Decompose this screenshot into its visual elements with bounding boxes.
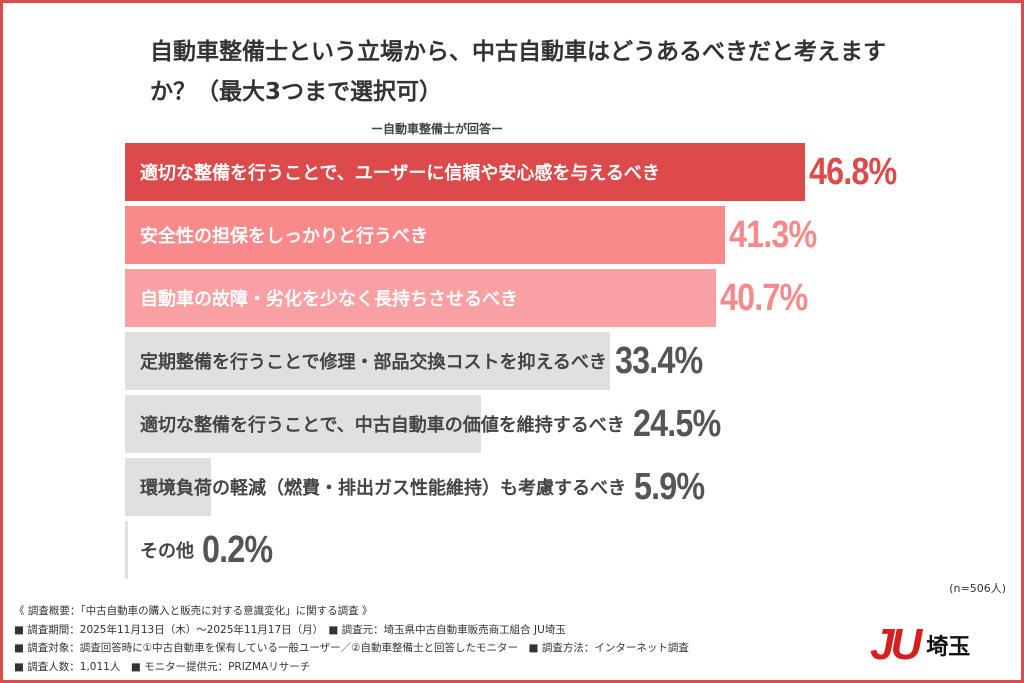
bar-label-box: 環境負荷の軽減（燃費・排出ガス性能維持）も考慮するべき xyxy=(125,458,630,516)
chart-title: 自動車整備士という立場から、中古自動車はどうあるべきだと考えますか？（最大3つま… xyxy=(150,39,886,105)
bar xyxy=(125,458,211,516)
chart-subtitle: ー自動車整備士が回答ー xyxy=(370,122,503,136)
note-line: ■ 調査対象：調査回答時に①中古自動車を保有している一般ユーザー／②自動車整備士… xyxy=(14,642,689,654)
sample-size: (n=506人) xyxy=(949,582,1006,595)
bar-row: 安全性の担保をしっかりと行うべき 41.3% xyxy=(125,206,1005,264)
bar-row: 自動車の故障・劣化を少なく長持ちさせるべき 40.7% xyxy=(125,269,1005,327)
bar xyxy=(125,332,611,390)
value-label: 41.3% xyxy=(729,213,817,256)
bar-label-box: 適切な整備を行うことで、中古自動車の価値を維持するべき xyxy=(125,395,629,453)
note-line: ■ 調査期間：2025年11月13日（木）～2025年11月17日（月） ■ 調… xyxy=(14,623,566,636)
bar-chart: 適切な整備を行うことで、ユーザーに信頼や安心感を与えるべき 46.8% 安全性の担保… xyxy=(125,143,1005,584)
survey-notes: 《 調査概要：「中古自動車の購入と販売に対する意識変化」に関する調査 》 ■ 調… xyxy=(14,602,689,676)
value-label: 46.8% xyxy=(809,150,897,193)
category-label: 環境負荷の軽減（燃費・排出ガス性能維持）も考慮するべき xyxy=(140,478,626,499)
category-label: 定期整備を行うことで修理・部品交換コストを抑えるべき xyxy=(140,352,607,373)
logo-mark: JU xyxy=(870,620,922,669)
bar-label-box: 自動車の故障・劣化を少なく長持ちさせるべき xyxy=(125,269,716,327)
bar-row: 定期整備を行うことで修理・部品交換コストを抑えるべき 33.4% xyxy=(125,332,1005,390)
bar xyxy=(125,143,805,201)
bar xyxy=(125,206,726,264)
category-label: 適切な整備を行うことで、ユーザーに信頼や安心感を与えるべき xyxy=(140,163,660,184)
bar xyxy=(125,521,128,579)
bar xyxy=(125,395,481,453)
bar-label-box: 安全性の担保をしっかりと行うべき xyxy=(125,206,725,264)
bar-label-box: 定期整備を行うことで修理・部品交換コストを抑えるべき xyxy=(125,332,611,390)
bar-row: 適切な整備を行うことで、中古自動車の価値を維持するべき 24.5% xyxy=(125,395,1005,453)
bar-label-box: 適切な整備を行うことで、ユーザーに信頼や安心感を与えるべき xyxy=(125,143,805,201)
category-label: 適切な整備を行うことで、中古自動車の価値を維持するべき xyxy=(140,415,625,436)
note-line: ■ 調査人数：1,011人 ■ モニター提供元：PRIZMAリサーチ xyxy=(14,660,311,673)
bar-row: その他 0.2% xyxy=(125,521,1005,579)
value-label: 24.5% xyxy=(632,402,721,445)
value-label: 5.9% xyxy=(634,465,705,508)
ju-saitama-logo: JU 埼玉 xyxy=(870,620,970,670)
bar-row: 環境負荷の軽減（燃費・排出ガス性能維持）も考慮するべき 5.9% xyxy=(125,458,1005,516)
category-label: 自動車の故障・劣化を少なく長持ちさせるべき xyxy=(140,289,518,310)
logo-text: 埼玉 xyxy=(926,635,971,660)
value-label: 40.7% xyxy=(720,276,808,319)
bar xyxy=(125,269,717,327)
value-label: 0.2% xyxy=(202,528,273,571)
value-label: 33.4% xyxy=(614,339,703,382)
bar-row: 適切な整備を行うことで、ユーザーに信頼や安心感を与えるべき 46.8% xyxy=(125,143,1005,201)
category-label: 安全性の担保をしっかりと行うべき xyxy=(140,226,428,247)
note-line: 《 調査概要：「中古自動車の購入と販売に対する意識変化」に関する調査 》 xyxy=(14,605,373,617)
category-label: その他 xyxy=(140,541,194,562)
bar-label-box: その他 xyxy=(125,521,198,579)
